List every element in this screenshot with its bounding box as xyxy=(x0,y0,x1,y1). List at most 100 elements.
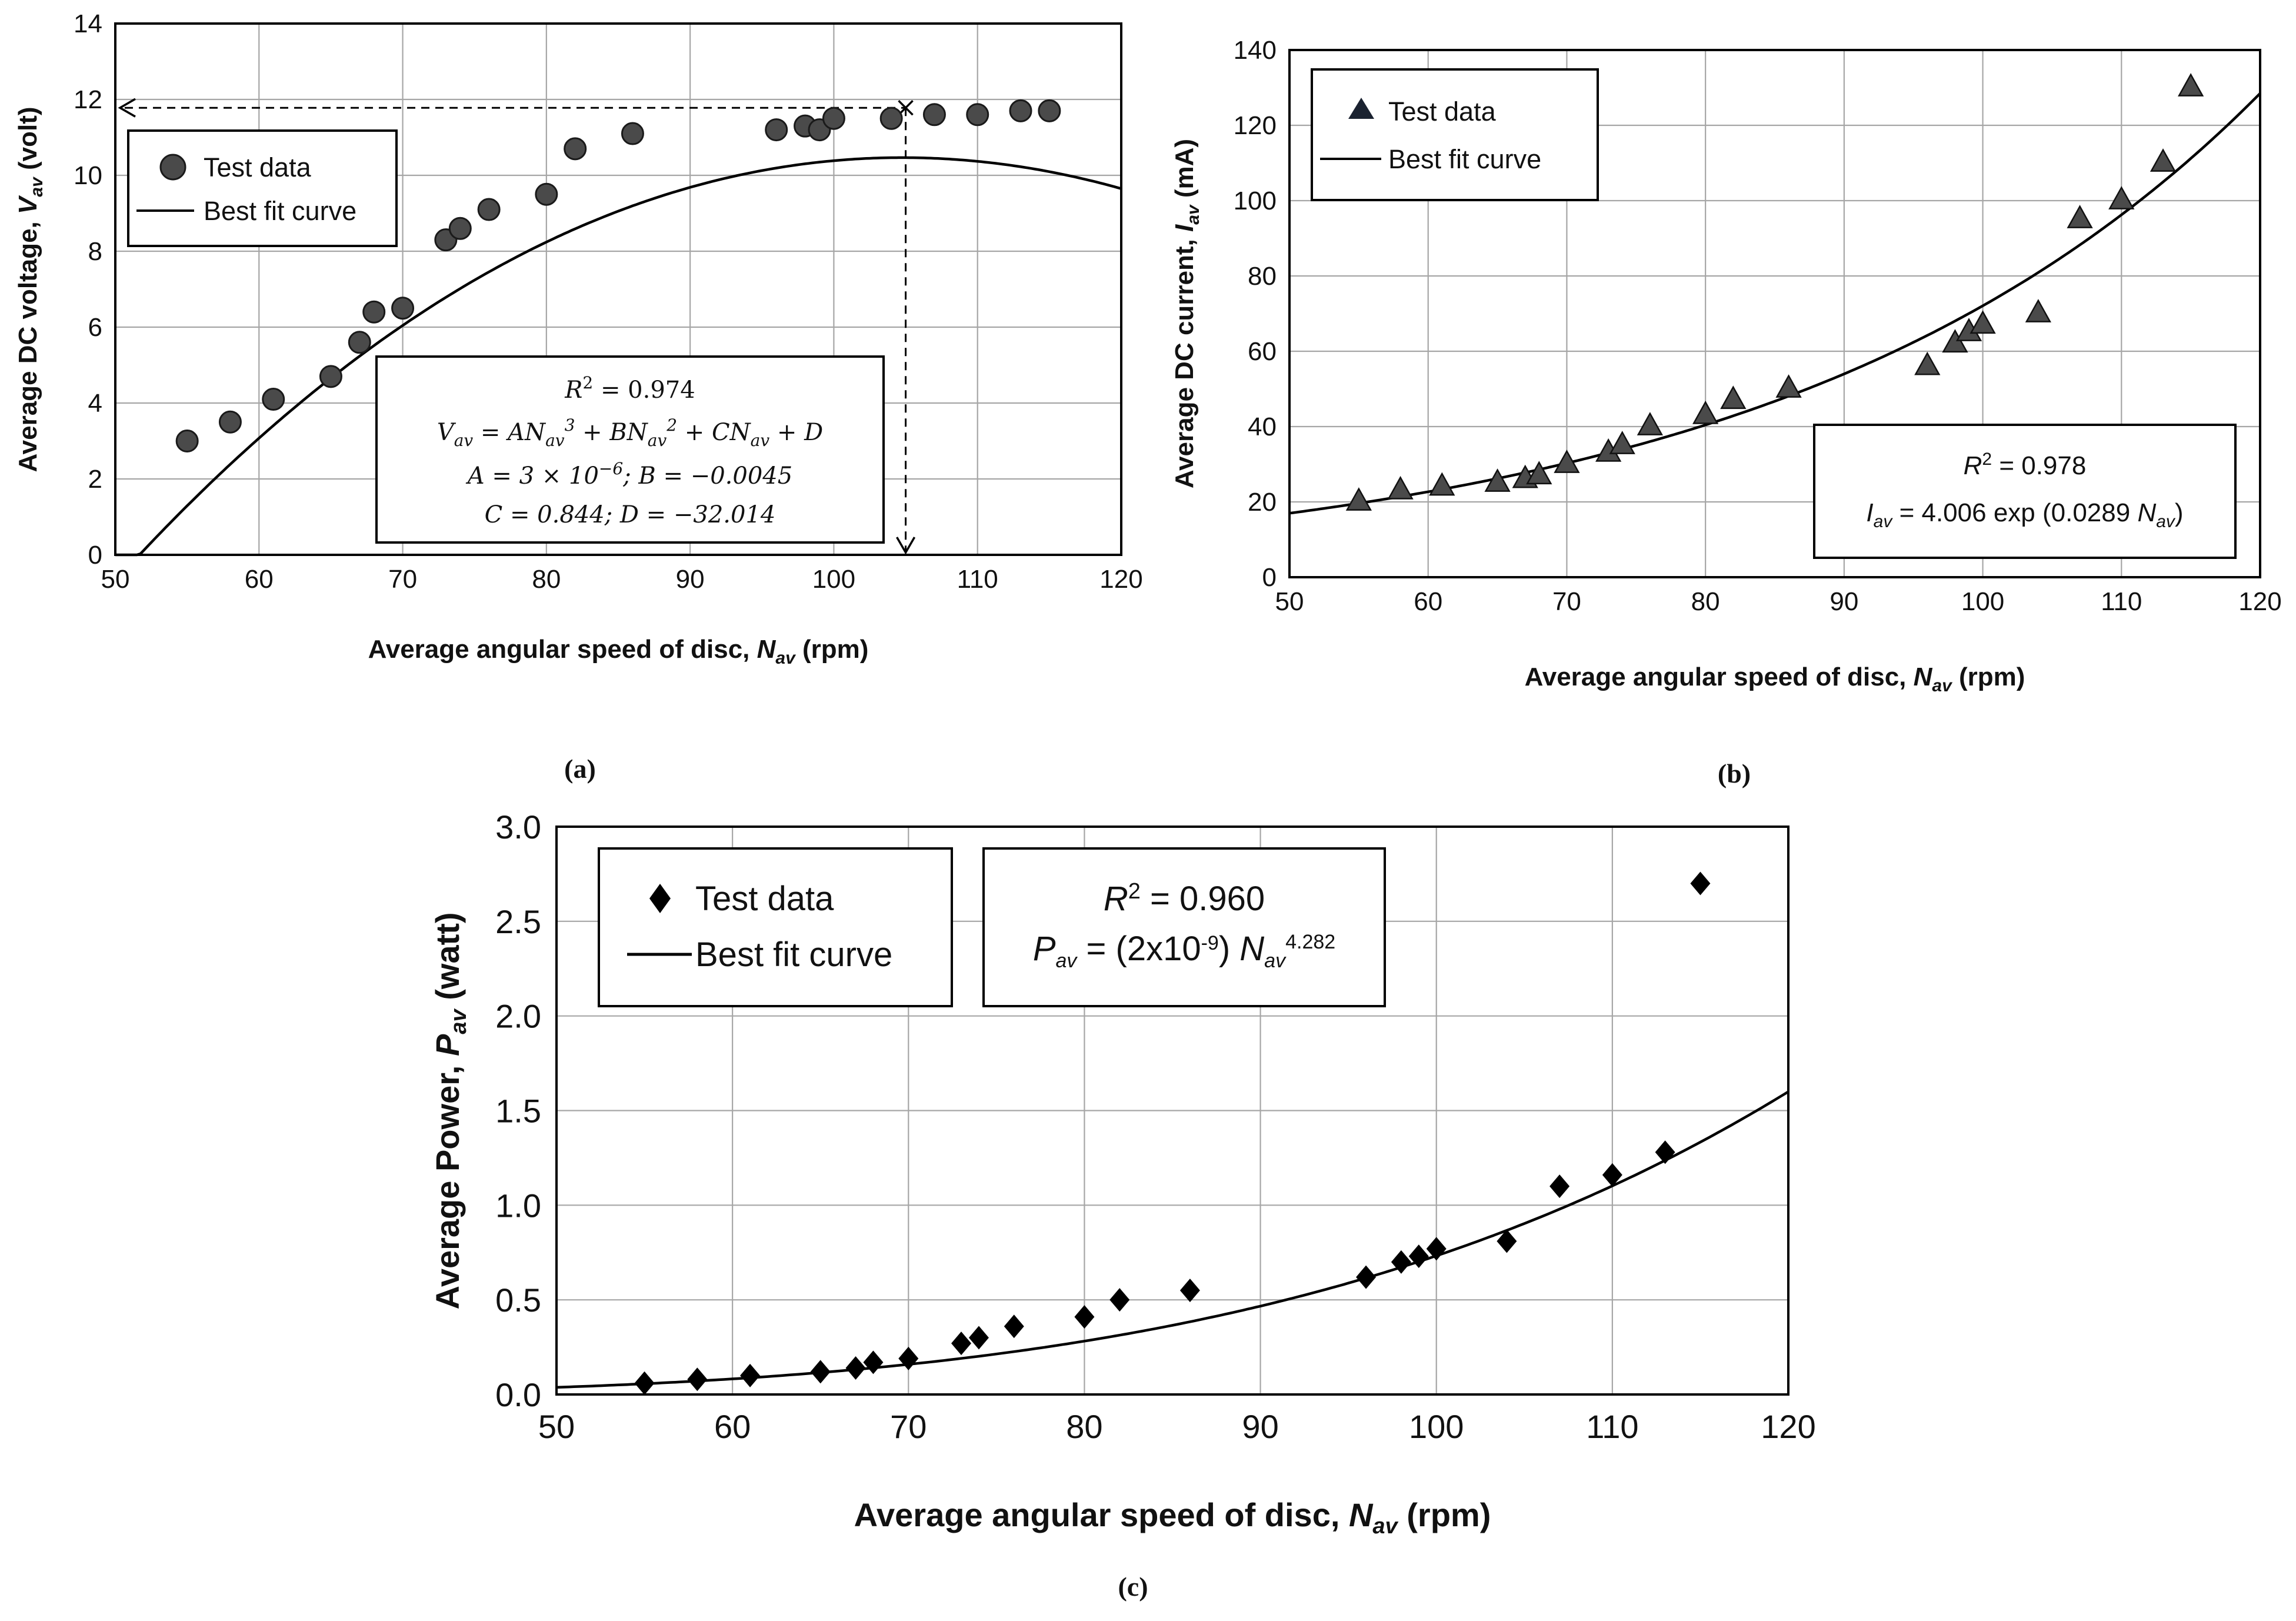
data-point xyxy=(1970,310,1996,334)
data-point xyxy=(898,1346,919,1370)
chart-a-best-fit-curve xyxy=(115,156,1122,557)
data-point xyxy=(1692,400,1719,424)
chart-c-best-fit-curve xyxy=(556,1090,1790,1389)
data-point xyxy=(1526,461,1552,485)
legend-a-circle-marker xyxy=(159,154,186,181)
data-point xyxy=(1549,1174,1570,1199)
x-tick-label: 60 xyxy=(1414,587,1442,616)
y-tick-label: 8 xyxy=(88,237,102,266)
chart-b-best-fit-curve xyxy=(1289,92,2261,515)
chart-a-y-ticks: 0 2 4 6 8 10 12 14 xyxy=(74,9,102,570)
data-point xyxy=(634,1371,655,1395)
data-point xyxy=(740,1363,761,1387)
data-point xyxy=(1720,385,1747,410)
data-point xyxy=(2178,73,2204,96)
chart-c-y-ticks: 0.0 0.5 1.0 1.5 2.0 2.5 3.0 xyxy=(495,808,541,1413)
data-point xyxy=(765,118,788,142)
data-point xyxy=(1074,1305,1095,1329)
panel-label-b: (b) xyxy=(1718,758,1751,788)
legend-a-test-data: Test data xyxy=(204,152,312,182)
data-point xyxy=(1429,472,1455,496)
legend-a-best-fit: Best fit curve xyxy=(204,196,356,226)
chart-b-x-axis-label: Average angular speed of disc, Nav (rpm) xyxy=(1525,663,2025,695)
x-tick-label: 70 xyxy=(388,565,417,594)
x-tick-label: 90 xyxy=(676,565,705,594)
x-tick-label: 110 xyxy=(957,565,998,594)
data-point xyxy=(1914,351,1941,375)
data-point xyxy=(951,1332,972,1356)
x-tick-label: 100 xyxy=(1409,1408,1464,1445)
data-point xyxy=(1408,1244,1429,1269)
chart-voltage: 50 60 70 80 90 100 110 120 0 2 4 6 8 10 12 14 Test dat… xyxy=(14,9,1143,784)
x-tick-label: 70 xyxy=(1552,587,1581,616)
data-point xyxy=(262,388,285,411)
data-point xyxy=(687,1367,708,1392)
chart-c-y-axis-label: Average Power, Pav (watt) xyxy=(429,912,471,1309)
data-point xyxy=(1179,1279,1200,1303)
x-tick-label: 110 xyxy=(1586,1408,1638,1445)
chart-c-equation-box: R2 = 0.960 Pav = (2x10-9) Nav4.282 xyxy=(982,847,1386,1007)
data-point xyxy=(810,1360,831,1384)
x-tick-label: 90 xyxy=(1830,587,1858,616)
data-point xyxy=(218,410,242,434)
data-point xyxy=(175,430,199,452)
y-tick-label: 2.0 xyxy=(495,998,541,1035)
x-tick-label: 60 xyxy=(245,565,274,594)
chart-a-coefficients-cd: C = 0.844; D = −32.014 xyxy=(485,501,776,528)
chart-a-left-arrowhead xyxy=(118,98,136,118)
data-point xyxy=(1484,468,1511,492)
chart-current: 50 60 70 80 90 100 110 120 0 20 40 60 80 100 120 140 T… xyxy=(1170,36,2282,788)
x-tick-label: 120 xyxy=(1099,565,1142,594)
y-tick-label: 60 xyxy=(1248,337,1277,366)
data-point xyxy=(2067,205,2093,228)
chart-a-down-arrowhead xyxy=(896,537,916,555)
chart-c-r-squared: R2 = 0.960 xyxy=(1104,879,1265,918)
data-point xyxy=(968,1326,989,1350)
chart-a-y-axis-label: Average DC voltage, Vav (volt) xyxy=(14,106,46,472)
y-tick-label: 1.0 xyxy=(495,1187,541,1224)
data-point xyxy=(1038,99,1061,122)
chart-a-legend: Test data Best fit curve xyxy=(127,129,398,247)
chart-a-x-axis-label: Average angular speed of disc, Nav (rpm) xyxy=(368,635,869,668)
x-tick-label: 50 xyxy=(1275,587,1304,616)
data-point xyxy=(448,217,472,240)
chart-c-plot-area xyxy=(555,826,1790,1396)
x-tick-label: 120 xyxy=(2238,587,2281,616)
x-tick-label: 120 xyxy=(1761,1408,1815,1445)
data-point xyxy=(1345,487,1372,511)
chart-b-test-data-points xyxy=(1345,73,2204,511)
chart-a-r-squared: R2 = 0.974 xyxy=(564,373,695,404)
data-point xyxy=(1637,412,1663,435)
data-point xyxy=(621,122,644,145)
data-point xyxy=(1554,450,1580,473)
data-point xyxy=(1690,871,1711,896)
legend-c-diamond-marker xyxy=(649,884,671,913)
data-point xyxy=(1109,1288,1130,1312)
chart-a-max-guides xyxy=(118,98,916,555)
panel-label-c: (c) xyxy=(1118,1572,1148,1602)
chart-c-x-ticks: 50 60 70 80 90 100 110 120 xyxy=(538,1408,1816,1445)
y-tick-label: 40 xyxy=(1248,412,1277,441)
data-point xyxy=(2150,148,2177,172)
x-tick-label: 110 xyxy=(2101,587,2142,616)
y-tick-label: 2 xyxy=(88,465,102,494)
y-tick-label: 140 xyxy=(1234,36,1277,65)
chart-a-equation: Vav = ANav3 + BNav2 + CNav + D xyxy=(437,415,823,450)
legend-c-best-fit: Best fit curve xyxy=(695,936,892,974)
data-point xyxy=(1009,99,1032,122)
data-point xyxy=(879,106,903,130)
chart-b-legend: Test data Best fit curve xyxy=(1311,68,1599,201)
data-point xyxy=(535,182,558,206)
x-tick-label: 50 xyxy=(538,1408,575,1445)
chart-b-x-ticks: 50 60 70 80 90 100 110 120 xyxy=(1275,587,2282,616)
legend-b-best-fit: Best fit curve xyxy=(1388,144,1541,174)
chart-a-coefficients-ab: A = 3 × 10−6; B = −0.0045 xyxy=(465,459,792,490)
y-tick-label: 100 xyxy=(1234,187,1277,215)
chart-c-x-axis-label: Average angular speed of disc, Nav (rpm) xyxy=(854,1496,1491,1539)
y-tick-label: 6 xyxy=(88,313,102,342)
x-tick-label: 100 xyxy=(812,565,855,594)
chart-a-plot-area xyxy=(114,22,1122,556)
y-tick-label: 120 xyxy=(1234,111,1277,140)
chart-b-y-ticks: 0 20 40 60 80 100 120 140 xyxy=(1234,36,1277,592)
